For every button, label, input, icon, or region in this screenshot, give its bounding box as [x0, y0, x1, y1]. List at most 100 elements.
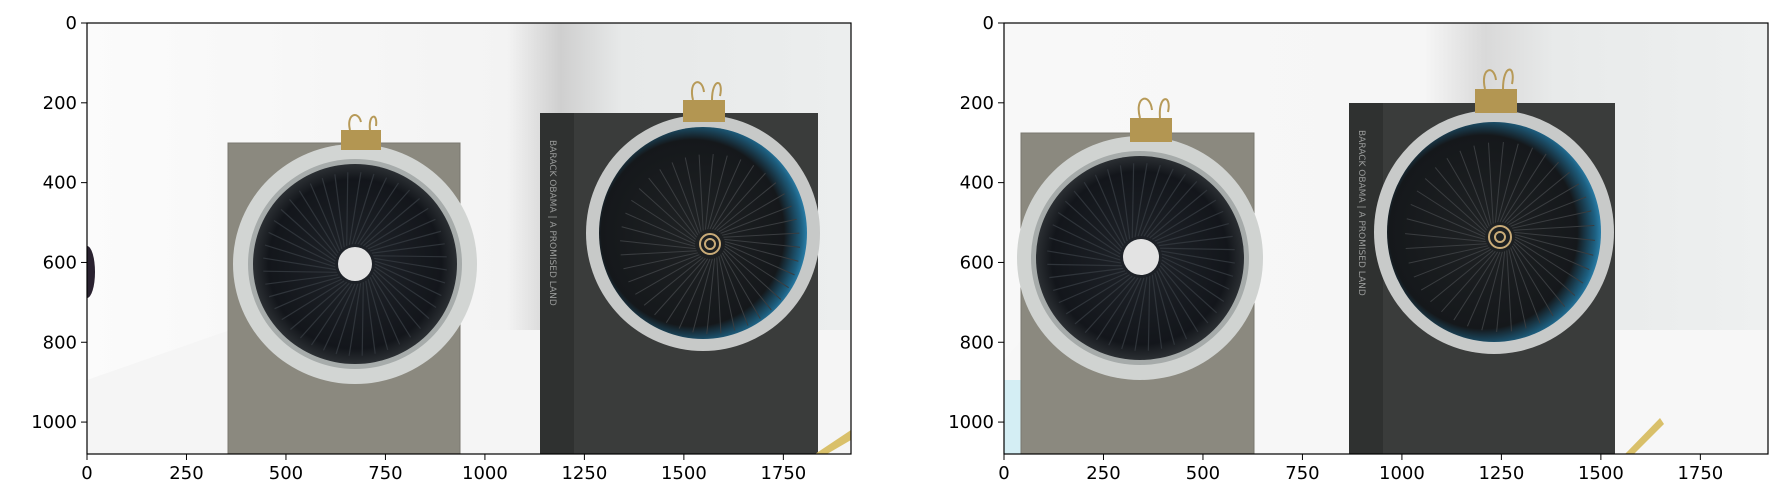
turbine-blade — [1510, 196, 1587, 227]
turbine-blade — [711, 165, 755, 230]
turbine-blade — [1408, 245, 1488, 264]
turbine-blade — [671, 162, 700, 234]
dark-book-right: BARACK OBAMA | A PROMISED LAND — [540, 81, 820, 454]
turbine-blade — [621, 226, 696, 247]
turbine-blade — [348, 172, 362, 245]
turbine-blade — [1131, 163, 1135, 238]
turbine-blade — [716, 257, 722, 334]
turbine-blade — [1158, 235, 1233, 247]
turbine-blade — [374, 266, 437, 309]
hub-dot — [338, 247, 372, 281]
turbine-blade — [648, 177, 698, 238]
turbine-blade — [373, 255, 447, 258]
turbine-blade — [373, 269, 430, 320]
turbine-blade — [1047, 263, 1122, 267]
turbine-blade — [1514, 231, 1595, 241]
turbine-blade — [1405, 233, 1486, 243]
turbine-blade — [1160, 262, 1218, 314]
turbine-blade — [1096, 277, 1139, 341]
x-tick-label: 1250 — [1478, 463, 1524, 484]
turbine-blade — [268, 231, 336, 265]
turbine-blade — [718, 256, 736, 331]
turbine-blade — [334, 174, 345, 248]
turbine-blade — [1149, 189, 1208, 239]
x-tick-label: 0 — [998, 463, 1009, 484]
turbine-blade — [1405, 243, 1487, 249]
turbine-blade — [1512, 243, 1566, 307]
turbine-blade — [692, 258, 713, 333]
turbine-blade — [1134, 277, 1148, 351]
axes-right: 0 250 500 750 1000 1250 1500 1750 0 200 400 600 800 1… — [948, 13, 1723, 484]
turbine-blade — [1508, 183, 1580, 226]
photo-left: BARACK OBAMA | A PROMISED LAND — [87, 23, 851, 454]
turbine-blade — [299, 282, 350, 339]
turbine-blade — [1074, 275, 1133, 325]
turbine-blade — [684, 157, 702, 232]
turbine-blade — [273, 219, 336, 262]
x-tick-label: 1500 — [1578, 463, 1624, 484]
turbine-blade — [365, 207, 429, 248]
turbine-blade — [1481, 251, 1503, 331]
image-panel-left: BARACK OBAMA | A PROMISED LAND 0 250 500 75… — [31, 13, 852, 484]
turbine-blade — [721, 252, 761, 319]
turbine-blade — [1146, 180, 1198, 238]
turbine-blade — [1466, 251, 1501, 327]
y-tick-label: 0 — [983, 13, 994, 34]
y-tick-label: 400 — [43, 173, 77, 194]
turbine-blade — [1140, 168, 1174, 237]
turbine-blade — [321, 177, 343, 250]
turbine-blade — [1459, 150, 1490, 227]
turbine-blade — [265, 274, 339, 285]
turbine-blade — [322, 283, 356, 351]
turbine-blade — [723, 232, 800, 238]
turbine-blade — [1506, 171, 1570, 225]
turbine-blade — [665, 258, 709, 323]
turbine-blade — [371, 274, 412, 338]
turbine-blade — [1424, 178, 1487, 233]
y-tick-label: 400 — [960, 173, 994, 194]
turbine-blade — [367, 278, 389, 351]
x-tick-label: 250 — [169, 463, 203, 484]
turbine-blade — [724, 243, 795, 276]
turbine-blade — [1073, 190, 1123, 249]
book-spine-text: BARACK OBAMA | A PROMISED LAND — [1356, 130, 1366, 296]
turbine-blade — [351, 173, 375, 245]
turbine-blade — [354, 177, 388, 245]
turbine-blade — [1504, 161, 1559, 224]
turbine-blade — [724, 238, 800, 248]
turbine-blade — [1048, 237, 1121, 261]
turbine-blade — [723, 248, 782, 300]
turbine-blade — [274, 278, 343, 310]
axes-frame-right — [1003, 22, 1769, 455]
turbine-blade — [369, 230, 442, 252]
turbine-blade — [1049, 267, 1124, 279]
turbine-blade — [1108, 277, 1142, 346]
turbine-blade — [1508, 249, 1527, 329]
turbine-blade — [1430, 249, 1494, 303]
turbine-blade — [1084, 276, 1136, 334]
turbine-blade — [374, 263, 442, 297]
y-tick-label: 600 — [43, 252, 77, 273]
turbine-blade — [374, 260, 446, 284]
turbine-blade — [1121, 277, 1145, 350]
turbine-blade — [724, 245, 789, 289]
turbine-blade — [1453, 251, 1499, 321]
y-tick-label: 200 — [43, 93, 77, 114]
turbine-blade — [720, 254, 749, 326]
turbine-blade — [1420, 248, 1492, 291]
turbine-blade — [1514, 236, 1590, 271]
turbine-blade — [1151, 274, 1163, 349]
turbine-blade — [361, 282, 364, 356]
turbine-blade — [1083, 181, 1124, 246]
hub-dot — [1123, 239, 1159, 275]
turbine-blade — [372, 271, 421, 329]
turbine-blade — [722, 218, 797, 236]
binder-clip — [683, 100, 725, 122]
turbine-blade — [1406, 218, 1486, 240]
turbine-blade — [1410, 203, 1486, 238]
turbine-blade — [1052, 224, 1121, 258]
turbine-blade — [1513, 225, 1595, 231]
turbine-blade — [643, 256, 704, 306]
turbine-blade — [659, 169, 699, 236]
